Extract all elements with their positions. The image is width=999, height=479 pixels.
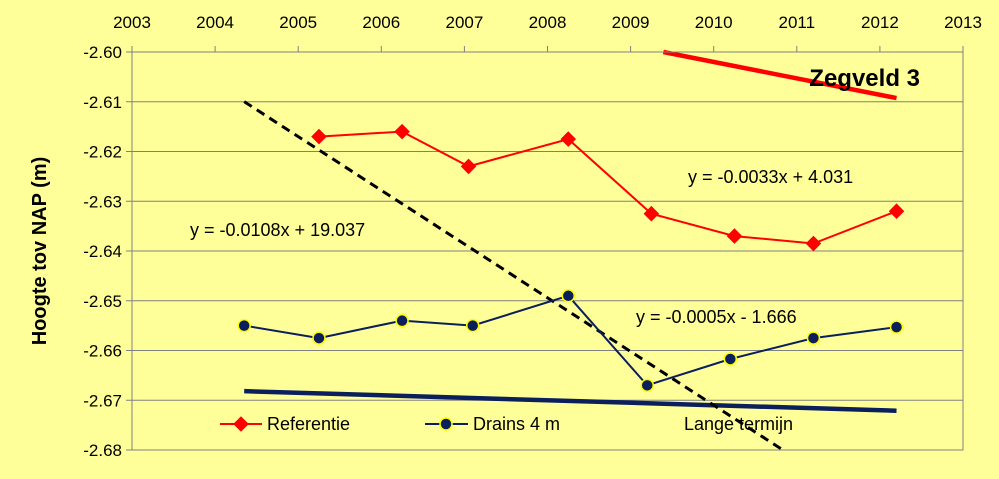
trendline-lange-termijn [243, 100, 784, 452]
data-point-drains-4-m [395, 313, 409, 328]
data-point-drains-4-m [806, 331, 821, 345]
y-tick-label: -2.64 [83, 242, 122, 261]
data-point-referentie [888, 203, 905, 219]
y-tick-label: -2.66 [83, 342, 122, 361]
x-tick-label: 2006 [362, 13, 400, 32]
y-tick-label: -2.62 [83, 143, 122, 162]
y-tick-label: -2.68 [83, 441, 122, 460]
trendline-referentie [662, 49, 897, 101]
data-point-referentie [805, 235, 822, 252]
legend-label-drains: Drains 4 m [473, 414, 560, 434]
data-point-drains-4-m [889, 320, 904, 334]
data-point-drains-4-m [640, 378, 654, 393]
x-tick-label: 2008 [529, 13, 567, 32]
legend: Referentie Drains 4 m Lange termijn [220, 414, 793, 434]
x-tick-label: 2012 [861, 13, 899, 32]
x-tick-label: 2011 [779, 13, 816, 32]
data-point-drains-4-m [561, 289, 576, 303]
legend-marker-referentie [233, 416, 249, 432]
trendline-drains-4-m [244, 388, 897, 413]
y-tick-label: -2.65 [83, 292, 122, 311]
equation-lange-termijn: y = -0.0108x + 19.037 [190, 220, 365, 240]
x-tick-label: 2005 [279, 13, 317, 32]
x-tick-label: 2009 [612, 13, 650, 32]
x-tick-label: 2007 [445, 13, 483, 32]
data-point-drains-4-m [465, 318, 480, 333]
data-point-referentie [460, 158, 477, 175]
x-tick-label: 2010 [695, 13, 733, 32]
equation-drains: y = -0.0005x - 1.666 [636, 307, 797, 327]
equation-referentie: y = -0.0033x + 4.031 [688, 167, 853, 187]
y-tick-label: -2.63 [83, 192, 122, 211]
x-tick-label: 2004 [196, 13, 234, 32]
data-point-referentie [394, 123, 410, 140]
data-point-referentie [560, 131, 577, 147]
legend-label-lange-termijn: Lange termijn [684, 414, 793, 434]
y-axis-label: Hoogte tov NAP (m) [29, 157, 51, 346]
data-point-referentie [311, 128, 327, 145]
legend-label-referentie: Referentie [267, 414, 350, 434]
x-tick-label: 2003 [113, 13, 151, 32]
legend-marker-drains [439, 417, 453, 431]
y-tick-label: -2.60 [83, 43, 122, 62]
x-tick-label: 2013 [944, 13, 982, 32]
chart-title: Zegveld 3 [809, 65, 920, 92]
series-line-referentie [318, 130, 897, 245]
data-point-referentie [643, 205, 660, 222]
data-point-drains-4-m [312, 331, 326, 345]
data-point-drains-4-m [237, 318, 251, 333]
y-tick-label: -2.61 [83, 93, 122, 112]
y-tick-label: -2.67 [83, 391, 122, 410]
data-point-drains-4-m [723, 352, 738, 366]
data-point-referentie [726, 228, 743, 244]
